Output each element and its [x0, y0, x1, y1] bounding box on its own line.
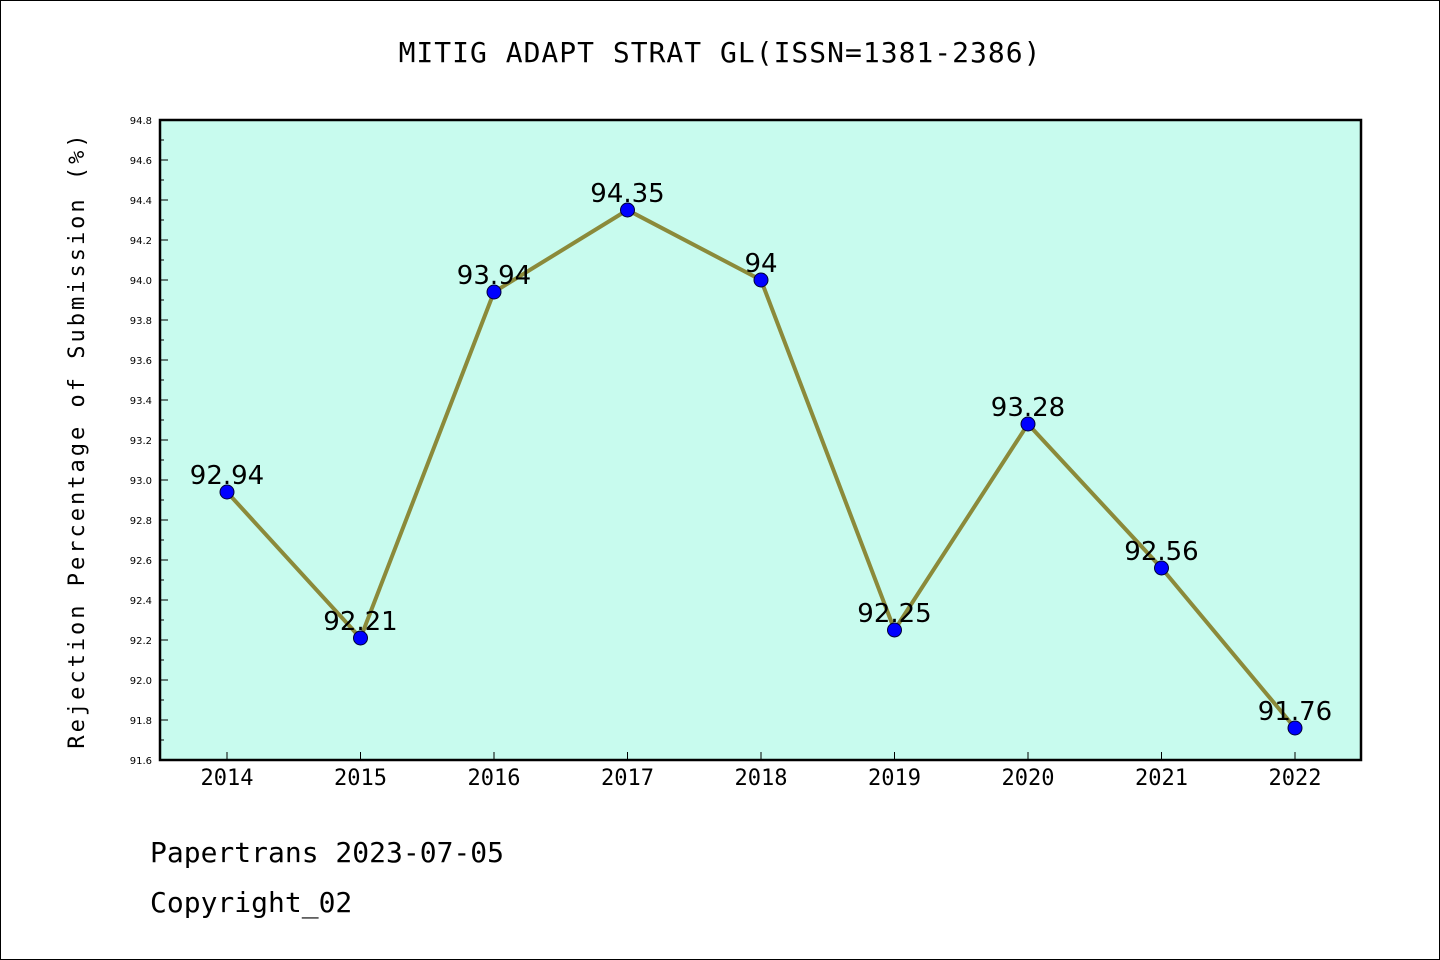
x-tick-label: 2018: [735, 766, 788, 791]
y-tick-label: 93.8: [130, 316, 152, 327]
y-tick-label: 93.6: [130, 356, 152, 367]
y-tick-label: 92.8: [130, 516, 152, 527]
y-tick-label: 93.2: [130, 436, 152, 447]
x-tick-label: 2019: [868, 766, 921, 791]
data-label: 91.76: [1258, 697, 1332, 727]
x-tick-label: 2020: [1002, 766, 1055, 791]
plot-border: [158, 118, 1363, 762]
data-point: [1287, 720, 1303, 736]
data-point: [219, 484, 235, 500]
y-tick-label: 92.0: [130, 676, 152, 687]
y-tick-label: 94.8: [130, 116, 152, 127]
y-axis-label: Rejection Percentage of Submission (%): [65, 131, 90, 748]
y-tick-label: 91.8: [130, 716, 152, 727]
y-tick-label: 92.4: [130, 596, 152, 607]
data-point: [486, 284, 502, 300]
y-tick-label: 92.6: [130, 556, 152, 567]
data-label: 92.21: [323, 607, 397, 637]
x-tick-label: 2022: [1269, 766, 1322, 791]
footer-date: Papertrans 2023-07-05: [150, 836, 505, 869]
x-tick-label: 2017: [601, 766, 654, 791]
data-label: 93.28: [991, 393, 1065, 423]
x-tick-label: 2015: [334, 766, 387, 791]
y-tick-label: 93.4: [130, 396, 152, 407]
data-point: [753, 272, 769, 288]
data-label: 93.94: [457, 261, 531, 291]
data-point: [1154, 560, 1169, 576]
x-tick-label: 2021: [1135, 766, 1188, 791]
chart-title: MITIG ADAPT STRAT GL(ISSN=1381-2386): [398, 36, 1042, 69]
data-label: 92.56: [1124, 537, 1198, 567]
x-tick-label: 2016: [468, 766, 521, 791]
data-label: 94: [744, 249, 777, 279]
data-point: [1020, 416, 1036, 432]
data-label: 94.35: [590, 179, 664, 209]
y-tick-label: 92.2: [130, 636, 152, 647]
y-tick-label: 93.0: [130, 476, 152, 487]
y-tick-label: 94.4: [130, 196, 152, 207]
y-tick-label: 94.0: [130, 276, 152, 287]
y-tick-label: 94.6: [130, 156, 152, 167]
y-tick-label: 91.6: [130, 756, 152, 767]
data-point: [887, 622, 902, 638]
y-tick-label: 94.2: [130, 236, 152, 247]
data-label: 92.25: [857, 599, 931, 629]
data-label: 92.94: [190, 461, 264, 491]
plot-area: [160, 120, 1361, 760]
data-point: [353, 630, 368, 646]
data-point: [620, 202, 635, 218]
footer-copyright: Copyright_02: [150, 886, 353, 919]
x-tick-label: 2014: [201, 766, 254, 791]
